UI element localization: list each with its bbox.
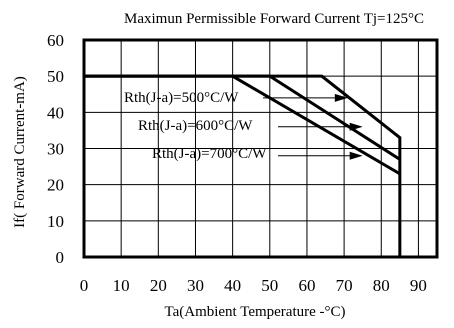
y-tick-label: 60 [47,31,64,50]
x-axis-label: Ta(Ambient Temperature -°C) [164,304,345,320]
x-tick-label: 10 [113,276,130,295]
annotation-label-2: Rth(J-a)=600°C/W [138,118,253,134]
series-line-3 [84,74,401,176]
y-tick-label: 30 [47,140,64,159]
y-tick-label: 50 [47,67,64,86]
plot-frame [82,38,439,259]
annotation-label-1: Rth(J-a)=500°C/W [124,90,239,106]
x-tick-label: 20 [150,276,167,295]
y-tick-label: 10 [47,212,64,231]
x-tick-label: 30 [187,276,204,295]
series-lines [84,74,402,257]
annotation-label-3: Rth(J-a)=700°C/W [152,146,267,162]
chart-title: Maximun Permissible Forward Current Tj=1… [124,11,424,27]
x-tick-label: 90 [410,276,427,295]
tick-labels: 0 10 20 30 40 50 60 70 80 90 0 10 20 30 40 50 60 [47,31,427,295]
annotation-arrow-head-1 [334,93,348,102]
annotations: Rth(J-a)=500°C/W Rth(J-a)=600°C/W Rth(J-a)… [124,90,363,162]
y-tick-label: 20 [47,176,64,195]
x-tick-label: 40 [224,276,241,295]
annotation-arrow-head-3 [349,151,363,160]
y-tick-label: 40 [47,103,64,122]
x-tick-label: 50 [261,276,278,295]
x-tick-label: 0 [80,276,89,295]
x-tick-label: 60 [298,276,315,295]
y-tick-label: 0 [56,248,65,267]
x-tick-label: 70 [336,276,353,295]
y-axis-label: If( Forward Current-mA) [12,76,28,228]
x-tick-label: 80 [373,276,390,295]
annotation-arrow-head-2 [349,122,363,131]
